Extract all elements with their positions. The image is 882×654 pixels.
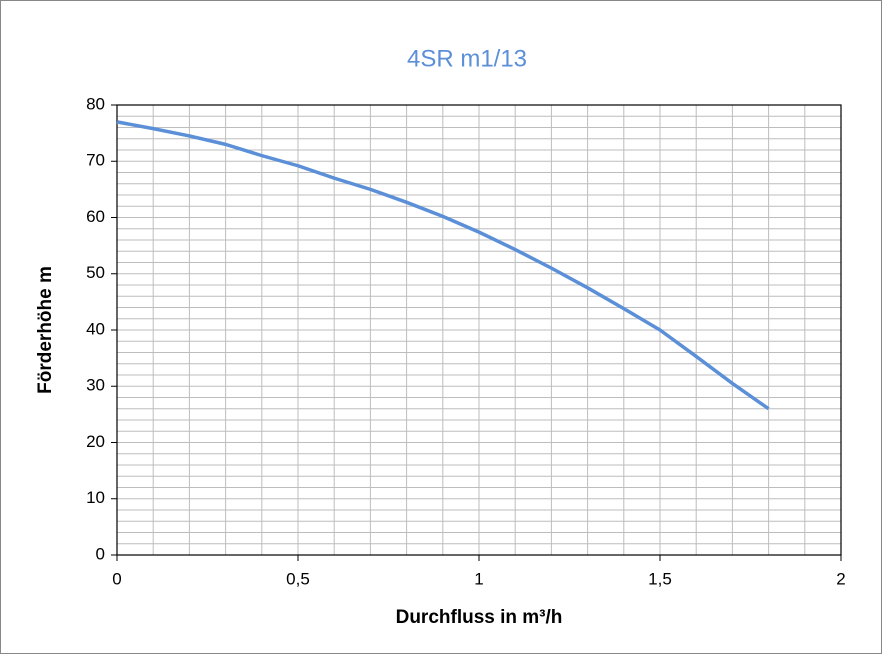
y-tick-label: 0 [96, 544, 105, 563]
x-tick-label: 0,5 [286, 569, 310, 588]
line-series [116, 120, 770, 411]
y-tick-label: 10 [86, 488, 105, 507]
y-tick-label: 20 [86, 432, 105, 451]
x-tick-label: 0 [112, 569, 121, 588]
x-axis-title: Durchfluss in m³/h [396, 607, 563, 628]
chart-title: 4SR m1/13 [407, 45, 527, 72]
y-tick-label: 70 [86, 151, 105, 170]
y-tick-label: 50 [86, 263, 105, 282]
y-tick-label: 60 [86, 207, 105, 226]
x-tick-label: 2 [836, 569, 845, 588]
y-tick-label: 30 [86, 376, 105, 395]
y-axis-title: Förderhöhe m [35, 266, 56, 394]
x-tick-label: 1 [474, 569, 483, 588]
y-tick-label: 80 [86, 94, 105, 113]
x-tick-label: 1,5 [648, 569, 672, 588]
y-tick-label: 40 [86, 319, 105, 338]
